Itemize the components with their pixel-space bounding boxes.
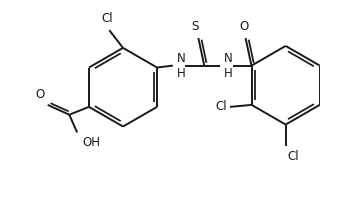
Text: S: S [191, 20, 199, 33]
Text: Cl: Cl [288, 150, 299, 163]
Text: OH: OH [82, 136, 100, 149]
Text: O: O [35, 88, 44, 101]
Text: N
H: N H [224, 51, 233, 80]
Text: Cl: Cl [215, 100, 227, 113]
Text: Cl: Cl [102, 12, 113, 26]
Text: O: O [239, 20, 248, 33]
Text: N
H: N H [177, 51, 186, 80]
